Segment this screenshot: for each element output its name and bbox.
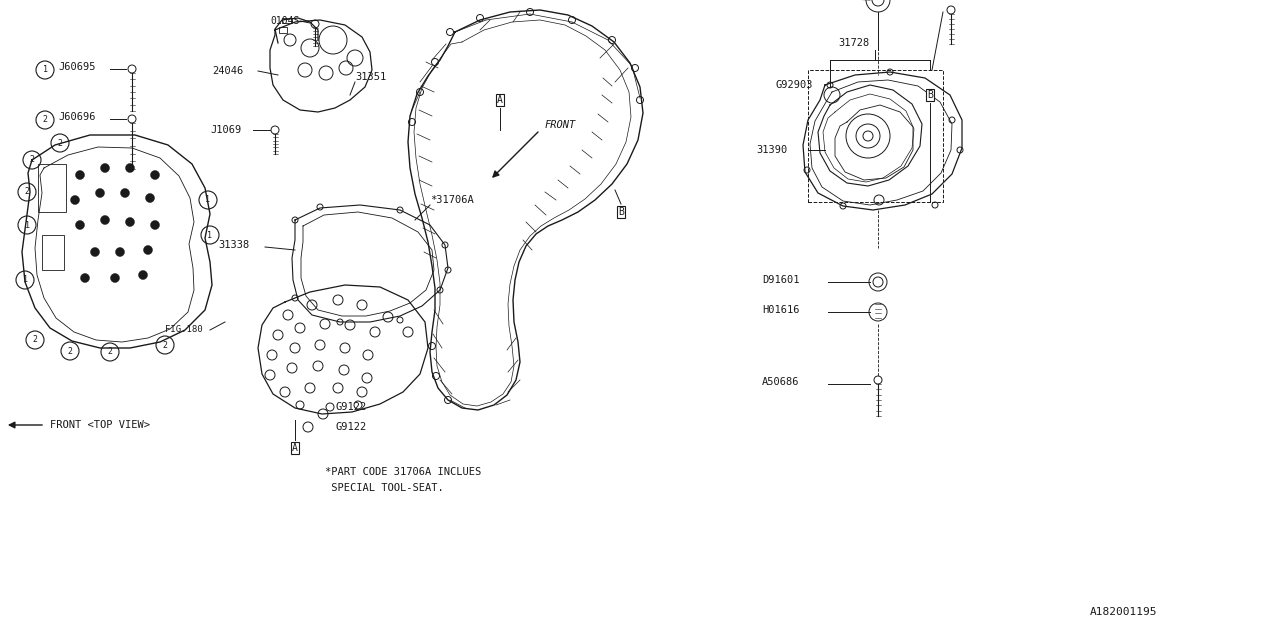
Text: 31338: 31338 (218, 240, 250, 250)
Circle shape (110, 273, 119, 282)
Text: A: A (497, 95, 503, 105)
Text: 1: 1 (23, 275, 27, 285)
Text: G9122: G9122 (335, 422, 366, 432)
Text: FRONT: FRONT (545, 120, 576, 130)
Text: 2: 2 (29, 156, 35, 164)
Circle shape (76, 221, 84, 230)
Text: 2: 2 (24, 188, 29, 196)
Bar (808, 70, 943, 202)
Circle shape (96, 189, 105, 198)
Text: 24046: 24046 (212, 66, 243, 76)
Text: 2: 2 (68, 346, 73, 355)
Text: *31706A: *31706A (430, 195, 474, 205)
Text: J60695: J60695 (58, 62, 96, 72)
Circle shape (115, 248, 124, 257)
Text: 2: 2 (32, 335, 37, 344)
Text: FIG.180: FIG.180 (165, 326, 202, 335)
Circle shape (143, 246, 152, 255)
Circle shape (70, 195, 79, 205)
Text: 2: 2 (42, 115, 47, 125)
Circle shape (125, 163, 134, 173)
Text: G9122: G9122 (335, 402, 366, 412)
Text: G92903: G92903 (774, 80, 813, 90)
Circle shape (101, 216, 110, 225)
Circle shape (138, 271, 147, 280)
Text: J60696: J60696 (58, 112, 96, 122)
Bar (38, 164, 67, 212)
Circle shape (81, 273, 90, 282)
Text: D91601: D91601 (762, 275, 800, 285)
Text: 1: 1 (42, 65, 47, 74)
Text: A182001195: A182001195 (1091, 607, 1157, 617)
Text: FRONT <TOP VIEW>: FRONT <TOP VIEW> (50, 420, 150, 430)
Text: B: B (927, 90, 933, 100)
Text: 0104S: 0104S (270, 16, 300, 26)
Text: 2: 2 (108, 348, 113, 356)
Text: J1069: J1069 (210, 125, 241, 135)
Text: H01616: H01616 (762, 305, 800, 315)
Text: 31390: 31390 (756, 145, 787, 155)
Text: 2: 2 (58, 138, 63, 147)
Text: 1: 1 (24, 221, 29, 230)
Circle shape (76, 170, 84, 179)
Circle shape (120, 189, 129, 198)
Text: SPECIAL TOOL-SEAT.: SPECIAL TOOL-SEAT. (325, 483, 444, 493)
Text: B: B (618, 207, 623, 217)
Bar (279, 27, 287, 33)
Text: 31728: 31728 (838, 38, 869, 48)
Circle shape (125, 218, 134, 227)
Circle shape (101, 163, 110, 173)
Text: 31351: 31351 (355, 72, 387, 82)
Text: A50686: A50686 (762, 377, 800, 387)
Circle shape (151, 221, 160, 230)
Text: A: A (292, 443, 298, 453)
Text: 1: 1 (206, 195, 210, 205)
Circle shape (91, 248, 100, 257)
Text: *PART CODE 31706A INCLUES: *PART CODE 31706A INCLUES (325, 467, 481, 477)
Text: 1: 1 (207, 230, 212, 239)
Text: 2: 2 (163, 340, 168, 349)
Bar (282, 18, 292, 23)
Bar (42, 235, 64, 270)
Circle shape (146, 193, 155, 202)
Circle shape (151, 170, 160, 179)
